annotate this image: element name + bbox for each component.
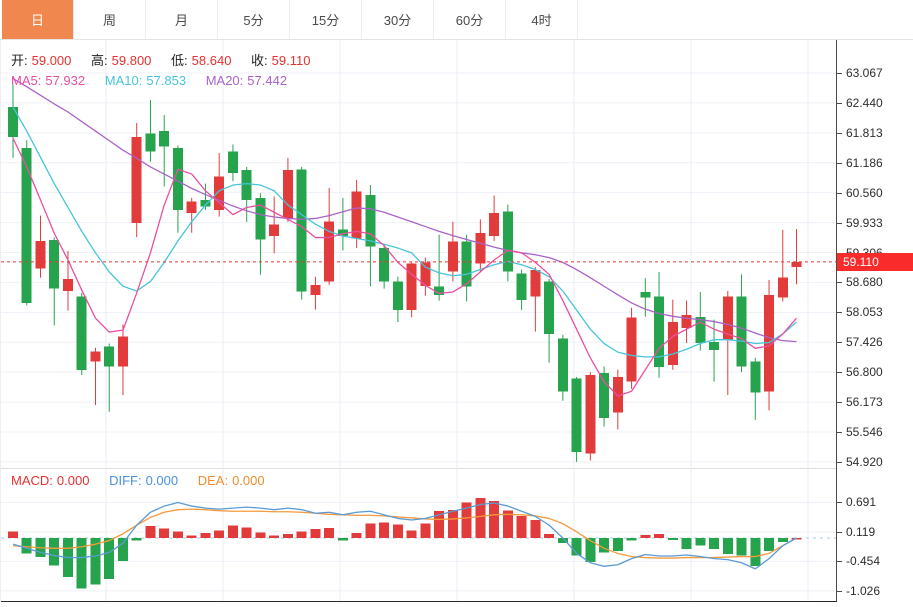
tab-周[interactable]: 周 — [74, 0, 146, 39]
axis-tick: 61.813 — [837, 126, 883, 140]
main-chart-canvas[interactable] — [1, 40, 837, 468]
tab-日[interactable]: 日 — [2, 0, 74, 39]
macd-readout: MACD: 0.000 DIFF: 0.000 DEA: 0.000 — [11, 473, 269, 488]
ma5-label: MA5: — [11, 73, 42, 88]
chart-bottom-border — [1, 601, 837, 602]
axis-tick: -1.026 — [837, 584, 880, 598]
close-label: 收: — [251, 53, 268, 68]
diff-value: 0.000 — [145, 473, 179, 488]
ma10-label: MA10: — [104, 73, 143, 88]
ma-readout: MA5: 57.932 MA10: 57.853 MA20: 57.442 — [11, 73, 291, 88]
low-label: 低: — [171, 53, 188, 68]
dea-label: DEA: — [197, 473, 229, 488]
axis-tick: 56.173 — [837, 395, 883, 409]
diff-label: DIFF: — [109, 473, 142, 488]
last-price-tag: 59.110 — [837, 253, 913, 271]
macd-value: 0.000 — [56, 473, 90, 488]
dea-value: 0.000 — [232, 473, 265, 488]
ma20-value: 57.442 — [247, 73, 288, 88]
axis-tick: 61.186 — [837, 156, 883, 170]
low-value: 58.640 — [191, 53, 232, 68]
axis-tick: 0.119 — [837, 525, 875, 539]
axis-tick: -0.454 — [837, 554, 880, 568]
ma10-value: 57.853 — [146, 73, 187, 88]
axis-tick: 55.546 — [837, 425, 883, 439]
tab-30分[interactable]: 30分 — [362, 0, 434, 39]
axis-tick: 0.691 — [837, 495, 876, 509]
ohlc-readout: 开: 59.000 高: 59.800 低: 58.640 收: 59.110 — [11, 50, 314, 69]
tab-月[interactable]: 月 — [146, 0, 218, 39]
axis-tick: 59.933 — [837, 216, 883, 230]
period-tabbar: 日周月 5分 15分 30分 60分 4时 — [0, 0, 913, 40]
macd-canvas[interactable] — [1, 468, 837, 602]
price-axis: 59.110 63.067 62.440 61.813 61.186 60.560 59.… — [836, 40, 913, 602]
open-value: 59.000 — [31, 53, 72, 68]
close-value: 59.110 — [271, 53, 311, 68]
axis-tick: 62.440 — [837, 96, 883, 110]
axis-tick: 63.067 — [837, 66, 883, 80]
axis-tick: 60.560 — [837, 186, 883, 200]
ma20-label: MA20: — [205, 73, 244, 88]
axis-tick: 58.053 — [837, 305, 883, 319]
macd-label: MACD: — [11, 473, 53, 488]
ma5-value: 57.932 — [45, 73, 86, 88]
axis-tick: 58.680 — [837, 275, 883, 289]
open-label: 开: — [11, 53, 28, 68]
axis-tick: 56.800 — [837, 365, 883, 379]
tab-5分[interactable]: 5分 — [218, 0, 290, 39]
tab-60分[interactable]: 60分 — [434, 0, 506, 39]
axis-tick: 54.920 — [837, 455, 883, 469]
high-label: 高: — [91, 53, 108, 68]
high-value: 59.800 — [111, 53, 152, 68]
tab-15分[interactable]: 15分 — [290, 0, 362, 39]
axis-tick: 57.426 — [837, 335, 883, 349]
tab-4时[interactable]: 4时 — [506, 0, 578, 39]
chart-area: 开: 59.000 高: 59.800 低: 58.640 收: 59.110 MA5:… — [0, 40, 913, 602]
